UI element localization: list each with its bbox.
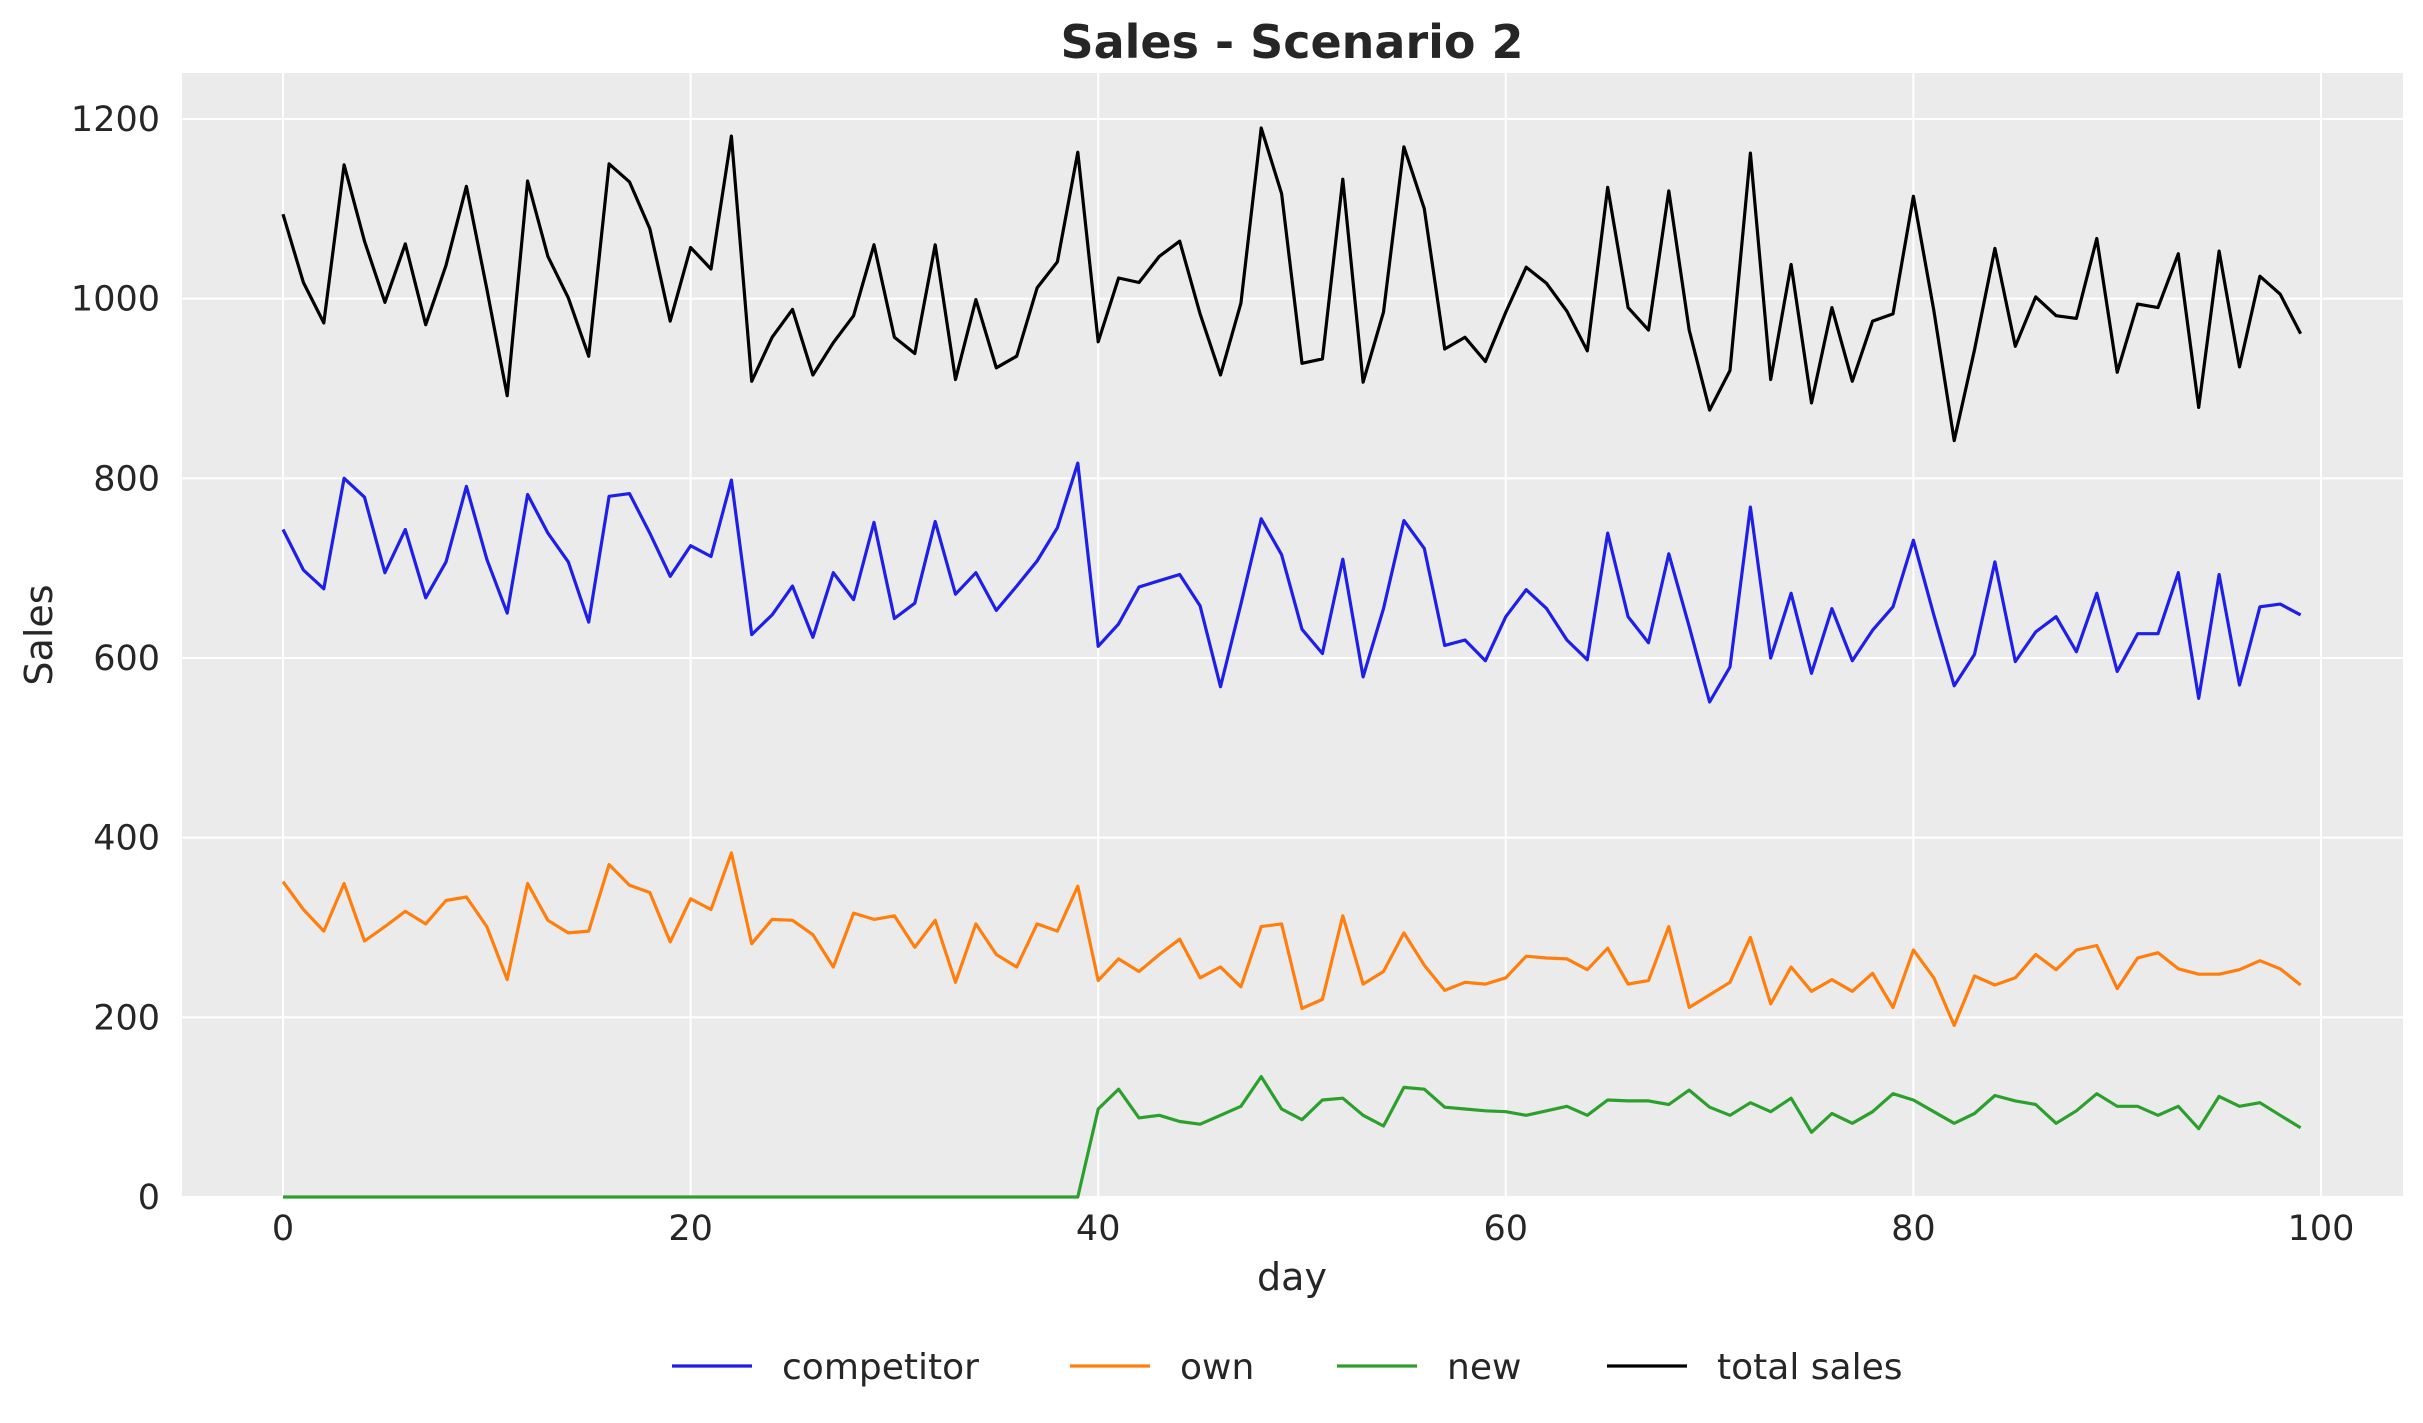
y-axis-label: Sales bbox=[17, 584, 61, 685]
legend-item-new: new bbox=[1337, 1347, 1521, 1388]
x-tick-label: 60 bbox=[1484, 1209, 1529, 1249]
legend-item-competitor: competitor bbox=[672, 1347, 979, 1388]
legend-item-total-sales: total sales bbox=[1607, 1347, 1902, 1388]
series-lines bbox=[281, 126, 2303, 1199]
series-line-own bbox=[281, 851, 2302, 1028]
legend: competitor own new total sales bbox=[672, 1347, 1902, 1388]
legend-label: new bbox=[1447, 1347, 1521, 1388]
x-tick-label: 20 bbox=[668, 1209, 713, 1249]
x-tick-label: 100 bbox=[2288, 1209, 2355, 1249]
legend-label: competitor bbox=[782, 1347, 979, 1388]
y-tick-label: 600 bbox=[93, 639, 160, 679]
y-tick-label: 200 bbox=[93, 998, 160, 1038]
y-tick-label: 0 bbox=[138, 1178, 160, 1218]
series-line-total-sales bbox=[281, 126, 2303, 443]
x-tick-labels: 0 20 40 60 80 100 bbox=[272, 1209, 2355, 1249]
x-axis-label: day bbox=[1257, 1255, 1327, 1299]
y-tick-label: 1000 bbox=[71, 280, 160, 320]
series-line-new bbox=[283, 1074, 2302, 1199]
y-tick-label: 1200 bbox=[71, 100, 160, 140]
series-line-competitor bbox=[281, 461, 2302, 704]
legend-item-own: own bbox=[1070, 1347, 1254, 1388]
plot-background bbox=[182, 73, 2403, 1197]
x-tick-label: 80 bbox=[1891, 1209, 1936, 1249]
y-tick-labels: 0 200 400 600 800 1000 1200 bbox=[71, 100, 160, 1218]
x-tick-label: 0 bbox=[272, 1209, 294, 1249]
gridlines bbox=[182, 73, 2403, 1198]
legend-label: own bbox=[1180, 1347, 1254, 1388]
x-tick-label: 40 bbox=[1076, 1209, 1121, 1249]
y-tick-label: 400 bbox=[93, 819, 160, 859]
y-tick-label: 800 bbox=[93, 459, 160, 499]
legend-label: total sales bbox=[1717, 1347, 1902, 1388]
chart-title: Sales - Scenario 2 bbox=[1060, 15, 1523, 69]
